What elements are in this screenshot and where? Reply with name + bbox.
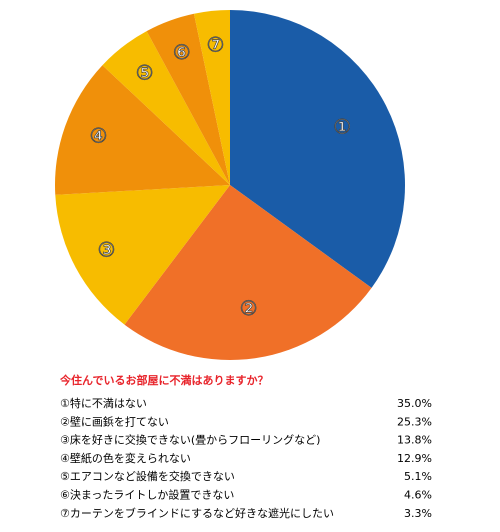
pie-slice: [55, 65, 231, 195]
pie-slice: [146, 13, 230, 186]
legend-value: 13.8%: [397, 434, 432, 447]
pie-slice: [230, 10, 405, 288]
legend-label: ⑦カーテンをブラインドにするなど好きな遮光にしたい: [60, 506, 334, 520]
chart-title: 今住んでいるお部屋に不満はありますか？: [59, 373, 268, 387]
slice-label: ②: [240, 296, 258, 320]
legend-label: ⑥決まったライトしか設置できない: [60, 488, 234, 502]
legend-label: ④壁紙の色を変えられない: [60, 451, 191, 465]
legend-label: ⑤エアコンなど設備を交換できない: [60, 469, 235, 483]
pie-slice: [124, 185, 372, 360]
pie-slice: [55, 185, 231, 325]
legend-value: 4.6%: [404, 489, 432, 502]
pie-slice: [102, 31, 230, 186]
legend-label: ①特に不満はない: [60, 396, 147, 410]
slice-label: ①: [333, 114, 351, 138]
legend-value: 5.1%: [404, 470, 432, 483]
slice-label: ⑥: [173, 40, 191, 64]
legend-value: 12.9%: [397, 452, 432, 465]
slice-label: ③: [98, 237, 116, 261]
legend-value: 3.3%: [404, 507, 432, 520]
legend-label: ②壁に画鋲を打てない: [60, 414, 169, 428]
slice-label: ⑤: [136, 61, 154, 85]
legend-value: 25.3%: [397, 415, 432, 428]
slice-label: ④: [89, 124, 107, 148]
legend-label: ③床を好きに交換できない(畳からフローリングなど): [60, 433, 320, 447]
pie-slice: [193, 10, 230, 185]
slice-label: ⑦: [207, 32, 225, 56]
legend-value: 35.0%: [397, 397, 432, 410]
